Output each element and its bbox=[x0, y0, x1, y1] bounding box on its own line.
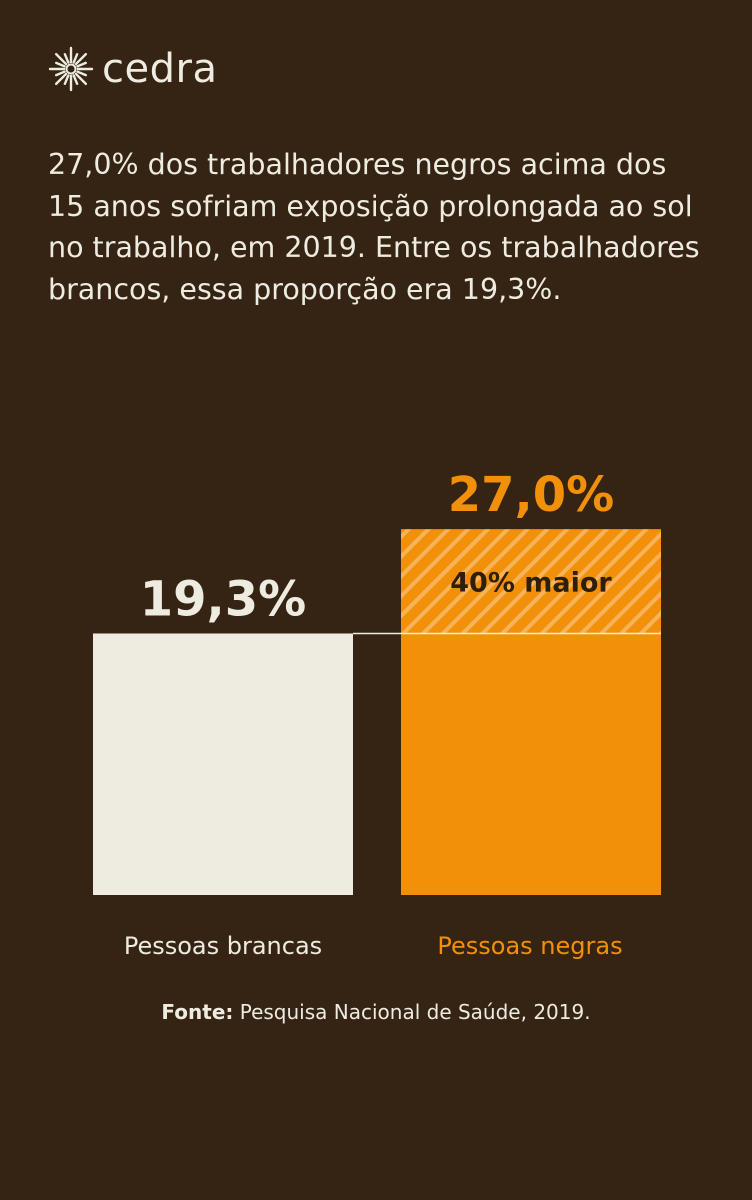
sun-ray bbox=[72, 74, 79, 85]
sun-ray bbox=[76, 61, 87, 68]
bar-chart: 19,3% 27,0% 40% maior bbox=[93, 467, 661, 895]
sun-ray bbox=[72, 53, 79, 64]
sun-core bbox=[65, 63, 77, 75]
sun-burst-icon bbox=[48, 46, 94, 92]
source-label: Fonte: bbox=[161, 1000, 234, 1024]
sun-ray bbox=[63, 53, 70, 64]
source-text: Pesquisa Nacional de Saúde, 2019. bbox=[239, 1000, 591, 1024]
sun-ray bbox=[74, 72, 88, 86]
brand-name: cedra bbox=[102, 46, 218, 92]
category-label-negras: Pessoas negras bbox=[437, 932, 623, 960]
category-label-brancas: Pessoas brancas bbox=[123, 932, 323, 960]
bar-pessoas-negras bbox=[401, 633, 661, 895]
sun-ray bbox=[63, 74, 70, 85]
source-note: Fonte: Pesquisa Nacional de Saúde, 2019. bbox=[0, 994, 752, 1030]
difference-annotation: 40% maior bbox=[450, 567, 612, 598]
sun-ray bbox=[74, 52, 88, 66]
sun-ray bbox=[55, 61, 66, 68]
sun-ray bbox=[55, 70, 66, 77]
bar-pessoas-brancas bbox=[93, 633, 353, 895]
bar-difference-hatched bbox=[401, 529, 661, 634]
sun-ray bbox=[54, 72, 68, 86]
value-label-brancas: 19,3% bbox=[140, 571, 307, 627]
value-label-negras: 27,0% bbox=[448, 467, 615, 523]
sun-ray bbox=[76, 70, 87, 77]
sun-ray bbox=[54, 52, 68, 66]
headline: 27,0% dos trabalhadores negros acima dos… bbox=[48, 148, 700, 306]
brand-logo: cedra bbox=[48, 44, 217, 94]
